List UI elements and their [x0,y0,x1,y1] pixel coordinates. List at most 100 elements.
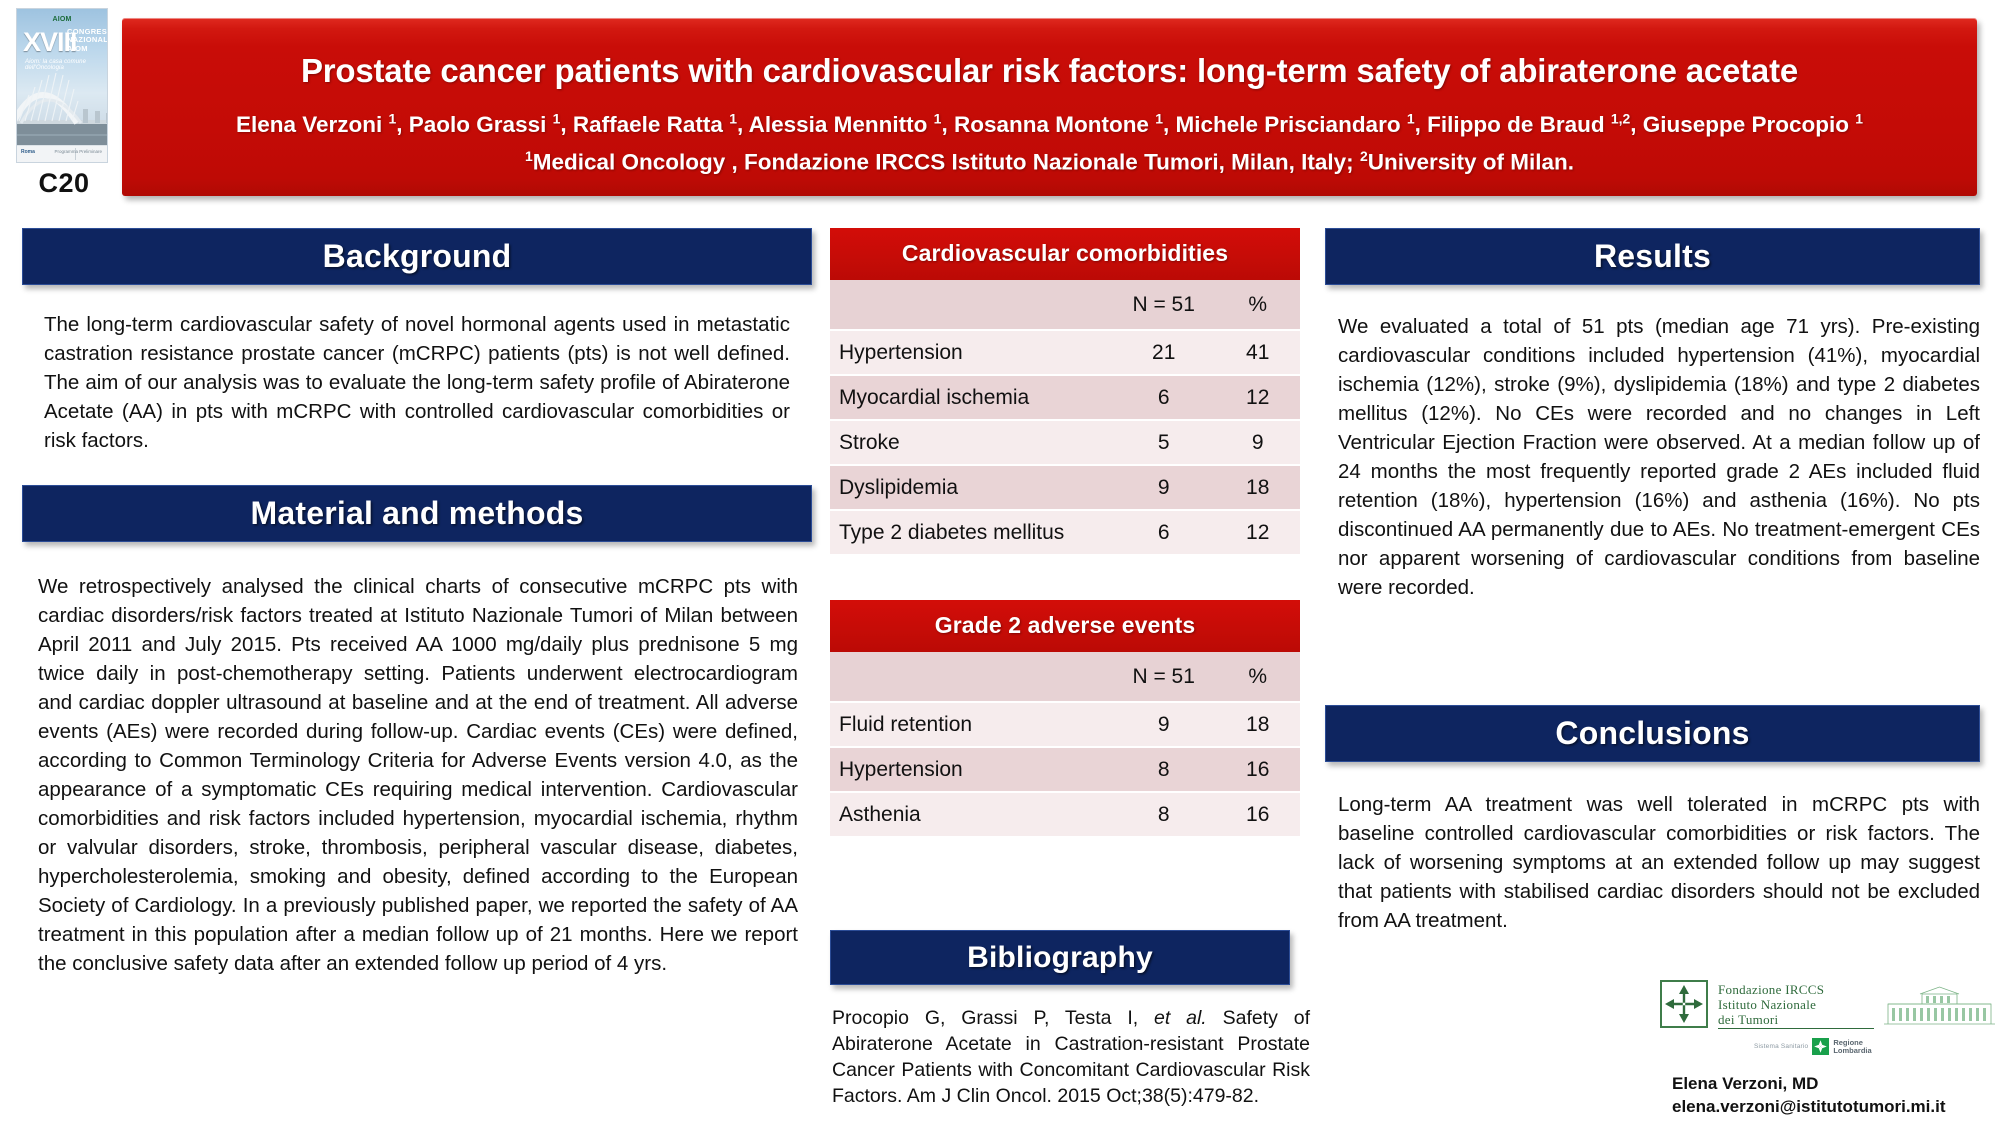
table-cell-pct: 18 [1215,465,1300,511]
author-affil-marker: 1 [1155,110,1163,126]
congress-program-label: Programma Preliminare [54,149,102,154]
table-cell-pct: 12 [1215,375,1300,421]
table-cell-n: 9 [1112,465,1216,511]
institute-name-line3: dei Tumori [1718,1012,1779,1027]
table-cell-label: Myocardial ischemia [830,375,1112,421]
bridge-photo-icon [17,65,107,147]
section-header-bibliography-label: Bibliography [967,940,1153,974]
conclusions-body-text: Long-term AA treatment was well tolerate… [1338,793,1980,932]
table-cell-n: 8 [1112,792,1216,838]
author-name: Filippo de Braud 1,2 [1427,110,1631,137]
author-separator: , [941,111,954,137]
table-col-header-blank [830,280,1112,331]
congress-city: Roma [21,149,35,155]
regione-sistema-label: Sistema Sanitario [1754,1043,1809,1050]
congress-logo: AIOM XVIII CONGRESSO NAZIONALE AIOM Aiom… [16,8,108,163]
author-name: Paolo Grassi 1 [408,110,561,137]
author-name: Elena Verzoni 1 [235,110,397,137]
regione-name-line2: Lombardia [1833,1045,1872,1055]
author-affil-marker: 1,2 [1610,110,1631,126]
section-header-background-label: Background [322,238,512,274]
bibliography-ref-post: Safety of Abiraterone Acetate in Castrat… [832,1007,1310,1107]
author-name: Alessia Mennitto 1 [748,110,942,137]
author-name: Raffaele Ratta 1 [572,110,737,137]
title-banner: Prostate cancer patients with cardiovasc… [122,18,1977,196]
author-name: Michele Prisciandaro 1 [1175,110,1415,137]
author-separator: , [1630,111,1643,137]
affiliation-line: 1Medical Oncology , Fondazione IRCCS Ist… [136,142,1963,177]
section-header-methods: Material and methods [22,485,812,542]
author-name: Giuseppe Procopio 1 [1642,110,1864,137]
section-header-results: Results [1325,228,1980,285]
table-cell-label: Type 2 diabetes mellitus [830,510,1112,556]
table-2-body: N = 51% Fluid retention 9 18 Hypertension 8 16… [830,652,1300,838]
table-row: Type 2 diabetes mellitus 6 12 [830,510,1300,556]
author-affil-marker: 1 [388,110,397,126]
table-cell-n: 6 [1112,510,1216,556]
section-header-results-label: Results [1594,238,1711,274]
table-row: Stroke 5 9 [830,420,1300,466]
congress-tagline: Aiom: la casa comune dell'Oncologia [25,59,87,71]
institute-name: Fondazione IRCCS Istituto Nazionale dei … [1718,982,1874,1029]
regione-name: Regione Lombardia [1833,1037,1872,1055]
author-affil-marker: 1 [1855,110,1864,126]
aiom-logo-mark: AIOM [52,16,72,23]
table-row: Dyslipidemia 9 18 [830,465,1300,511]
table-cell-pct: 12 [1215,510,1300,556]
congress-name: CONGRESSO NAZIONALE AIOM [67,27,108,53]
author-separator: , [1414,111,1428,137]
institute-name-rule [1718,1028,1874,1029]
table-col-header-pct: % [1215,280,1300,331]
affiliation-text-2: University of Milan. [1367,149,1574,175]
table-col-header-blank [830,652,1112,703]
bibliography-reference: Procopio G, Grassi P, Testa I, et al. Sa… [832,1005,1310,1109]
abstract-id: C20 [38,168,90,198]
table-row: Asthenia 8 16 [830,792,1300,838]
table-cell-pct: 41 [1215,330,1300,376]
contact-email[interactable]: elena.verzoni@istitutotumori.mi.it [1672,1097,1946,1116]
congress-logo-footer: Roma Programma Preliminare [17,145,107,162]
congress-footer-divider [75,148,76,160]
table-cell-label: Fluid retention [830,702,1112,748]
table-row: Myocardial ischemia 6 12 [830,375,1300,421]
villa-building-icon [1882,984,1997,1033]
table-cell-label: Hypertension [830,747,1112,793]
author-separator: , [1162,111,1176,137]
poster-title: Prostate cancer patients with cardiovasc… [300,52,1799,89]
institute-name-line2: Istituto Nazionale [1718,997,1817,1012]
author-list: Elena Verzoni 1, Paolo Grassi 1, Raffael… [136,104,1963,139]
table-1-title: Cardiovascular comorbidities [830,228,1300,280]
congress-name-line3: AIOM [67,43,88,53]
table-cell-label: Stroke [830,420,1112,466]
table-col-header-pct: % [1215,652,1300,703]
congress-name-line1: CONGRESSO [67,27,108,36]
table-grade-2-adverse-events: Grade 2 adverse events N = 51% Fluid rete… [830,600,1300,838]
author-separator: , [736,111,749,137]
author-separator: , [396,111,409,137]
bibliography-ref-pre: Procopio G, Grassi P, Testa I, [832,1007,1155,1029]
table-cell-label: Hypertension [830,330,1112,376]
bibliography-ref-etal: et al. [1154,1007,1207,1029]
table-row: Hypertension 21 41 [830,330,1300,376]
congress-name-line2: NAZIONALE [67,35,108,45]
regione-flower-icon [1812,1038,1830,1055]
results-body-text: We evaluated a total of 51 pts (median a… [1338,315,1980,599]
methods-body-text: We retrospectively analysed the clinical… [38,575,798,975]
author-affil-marker: 1 [729,110,737,126]
table-col-header-n: N = 51 [1112,652,1216,703]
table-header-row: N = 51% [830,652,1300,703]
author-name: Rosanna Montone 1 [953,110,1163,137]
footer-logo-group: Fondazione IRCCS Istituto Nazionale dei … [1660,980,2000,1120]
table-2: N = 51% Fluid retention 9 18 Hypertension 8 16… [830,652,1300,838]
regione-lombardia-logo: Sistema Sanitario Regione Lombardia [1754,1038,1872,1055]
section-header-conclusions-label: Conclusions [1555,715,1750,751]
table-1: N = 51% Hypertension 21 41 Myocardial ischem… [830,280,1300,556]
institute-arrows-icon [1660,980,1708,1028]
section-header-methods-label: Material and methods [250,495,584,531]
institute-name-line1: Fondazione IRCCS [1718,982,1825,997]
table-cell-pct: 16 [1215,792,1300,838]
affiliation-marker-2: 2 [1359,148,1368,164]
regione-name-line1: Regione [1833,1037,1863,1047]
affiliation-text-1: Medical Oncology , Fondazione IRCCS Isti… [532,149,1354,175]
congress-roman-numeral: XVIII [23,27,78,57]
